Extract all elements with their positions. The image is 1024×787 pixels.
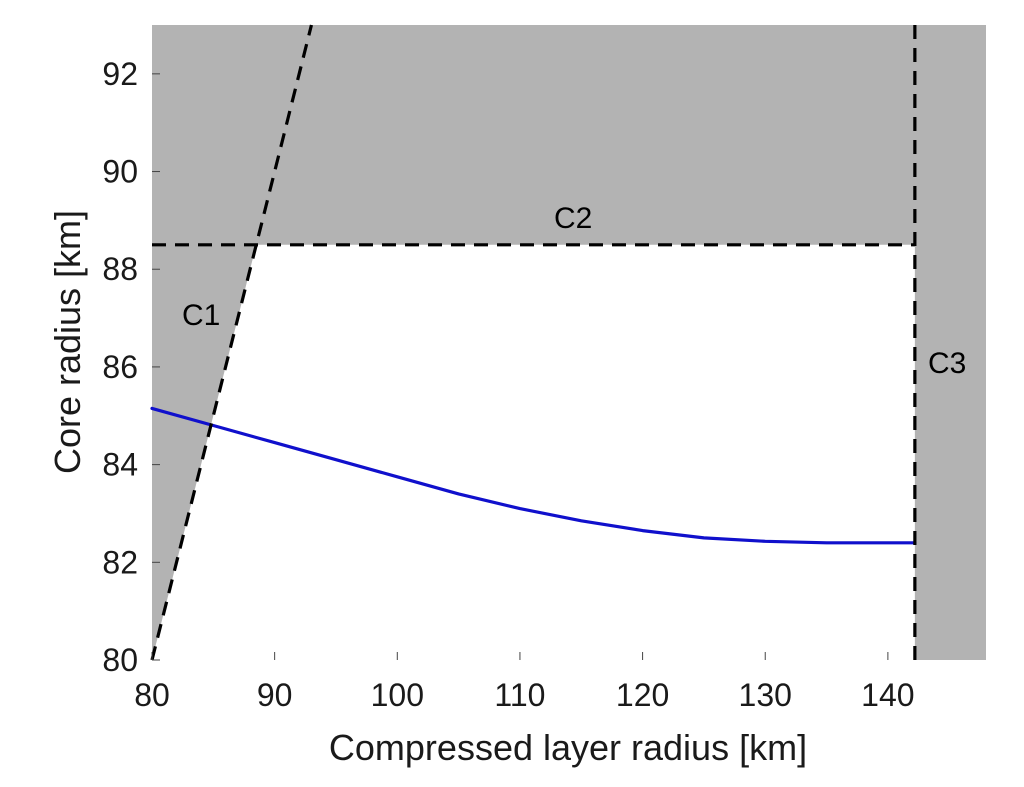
plot-area: 80 90 100 110 120 130 140 80 82 84 86 88 90 92 <box>102 24 986 713</box>
x-tick-label: 100 <box>371 677 424 713</box>
x-tick-label: 110 <box>494 677 545 713</box>
constraint-label-c2: C2 <box>554 202 592 235</box>
x-tick-label: 130 <box>739 677 792 713</box>
allowed-region <box>152 244 915 661</box>
y-tick-label: 80 <box>102 642 138 678</box>
constraint-label-c3: C3 <box>928 347 966 380</box>
series-line <box>150 406 917 545</box>
x-axis-label: Compressed layer radius [km] <box>329 727 807 768</box>
constraint-line-c1 <box>150 24 313 661</box>
x-tick-label: 140 <box>861 677 914 713</box>
y-tick-label: 86 <box>102 349 138 385</box>
x-tick-label: 90 <box>257 677 293 713</box>
y-tick-label: 82 <box>102 544 138 580</box>
y-tick-label: 88 <box>102 251 138 287</box>
y-axis-label: Core radius [km] <box>47 210 88 474</box>
y-tick-label: 92 <box>102 56 138 92</box>
y-tick-label: 90 <box>102 154 138 190</box>
y-tick-label: 84 <box>102 447 138 483</box>
x-tick-label: 80 <box>134 677 170 713</box>
x-tick-label: 120 <box>616 677 669 713</box>
constraint-label-c1: C1 <box>182 299 220 332</box>
